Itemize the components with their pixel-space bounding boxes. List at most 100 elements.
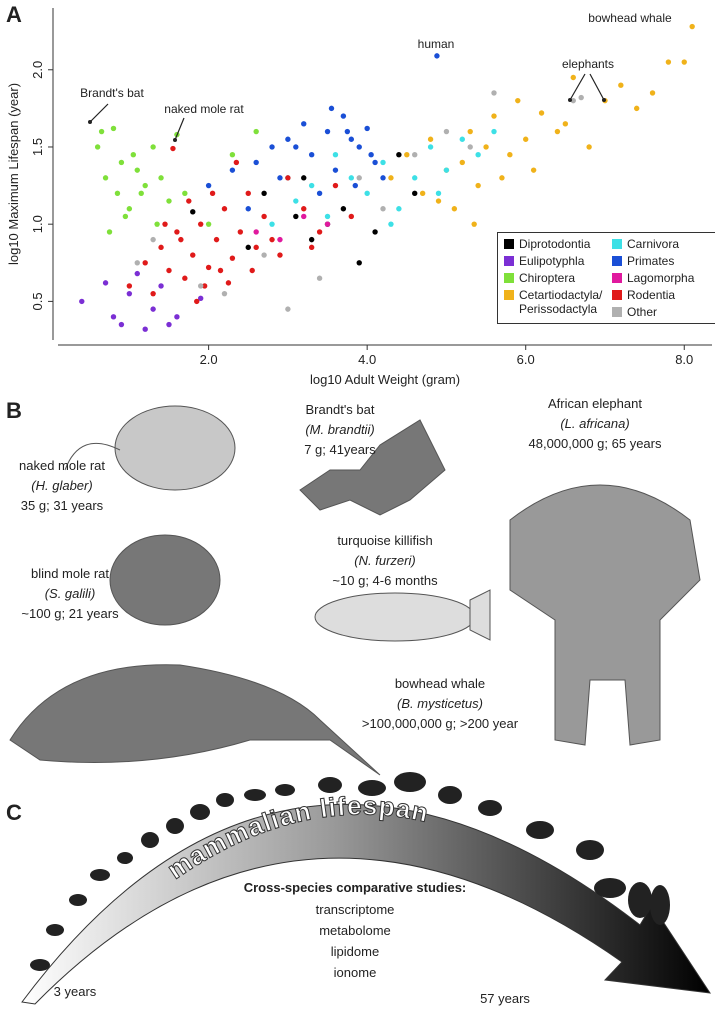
point (190, 252, 196, 258)
point (134, 270, 140, 277)
x-tick-label: 2.0 (200, 352, 218, 367)
point (150, 144, 156, 150)
point (150, 290, 156, 297)
point (507, 151, 513, 158)
point (138, 190, 144, 197)
point (427, 144, 434, 150)
bat-drawing (299, 419, 446, 516)
point (186, 198, 192, 204)
point (372, 229, 378, 235)
point (158, 175, 164, 181)
point (523, 136, 529, 142)
fish-drawing (314, 592, 476, 642)
point (618, 82, 624, 88)
y-tick-label: 1.0 (30, 215, 45, 233)
point (681, 59, 687, 65)
point (217, 267, 224, 274)
point (356, 175, 362, 181)
point (633, 105, 640, 112)
point (419, 190, 426, 197)
animal-species: (H. glaber) (31, 478, 92, 493)
animal-name: naked mole rat (19, 458, 105, 473)
animal-name: turquoise killifish (337, 533, 432, 548)
point (380, 206, 386, 212)
y-tick-label: 1.5 (30, 138, 45, 156)
point (649, 90, 656, 96)
legend-item: Chiroptera (504, 271, 602, 285)
point (356, 144, 362, 150)
point (475, 151, 481, 158)
point (316, 229, 323, 235)
point (316, 275, 323, 281)
point (201, 283, 208, 289)
legend-label: Chiroptera (519, 271, 576, 285)
legend-swatch (612, 239, 622, 249)
point (142, 260, 148, 266)
legend-label: Eulipotyphla (519, 254, 585, 268)
point (578, 94, 584, 101)
point (277, 175, 283, 181)
point (213, 236, 220, 243)
point (253, 229, 259, 235)
point (364, 190, 370, 197)
point (475, 182, 481, 189)
point (352, 182, 358, 189)
point (229, 167, 236, 173)
annotation-arrow (589, 73, 605, 101)
annotation: Brandt's bat (80, 86, 144, 100)
point (570, 97, 576, 104)
point (166, 321, 172, 328)
point (301, 213, 307, 220)
study-item: ionome (334, 965, 377, 980)
point (182, 275, 188, 281)
point (174, 229, 180, 235)
fish-tail (469, 589, 491, 641)
point (110, 314, 117, 320)
y-tick-label: 0.5 (30, 292, 45, 310)
point (126, 206, 133, 212)
animal-name: bowhead whale (395, 676, 485, 691)
point (190, 209, 196, 215)
point (197, 221, 204, 227)
panel-letter: B (6, 398, 22, 423)
point (122, 213, 129, 220)
animal-stats: 35 g; 31 years (21, 498, 104, 513)
animal-stats: ~10 g; 4-6 months (332, 573, 438, 588)
arrow-head (568, 98, 572, 102)
point (443, 128, 450, 135)
point (134, 167, 140, 173)
point (150, 236, 156, 243)
point (209, 190, 216, 197)
point (277, 252, 283, 258)
annotation-arrow (89, 103, 109, 123)
point (308, 244, 315, 251)
study-item: lipidome (331, 944, 379, 959)
point (118, 321, 125, 328)
point (435, 190, 442, 197)
point (451, 206, 458, 212)
arrow-head (88, 120, 92, 124)
point (205, 182, 212, 189)
arrow-head (602, 98, 606, 102)
point (301, 206, 307, 212)
point (554, 128, 561, 135)
legend-swatch (504, 290, 514, 300)
point (562, 121, 569, 127)
animal-species: (N. furzeri) (354, 553, 415, 568)
legend-swatch (504, 239, 514, 249)
point (205, 264, 212, 271)
legend-item: Carnivora (612, 237, 710, 251)
point (154, 221, 160, 227)
point (182, 190, 188, 197)
point (277, 236, 283, 243)
point (435, 198, 442, 204)
point (491, 113, 497, 119)
point (245, 206, 251, 212)
point (388, 221, 394, 227)
panel-letter: C (6, 800, 22, 825)
point (110, 125, 117, 132)
point (308, 151, 315, 158)
point (253, 159, 259, 166)
animal-stats: 48,000,000 g; 65 years (529, 436, 662, 451)
